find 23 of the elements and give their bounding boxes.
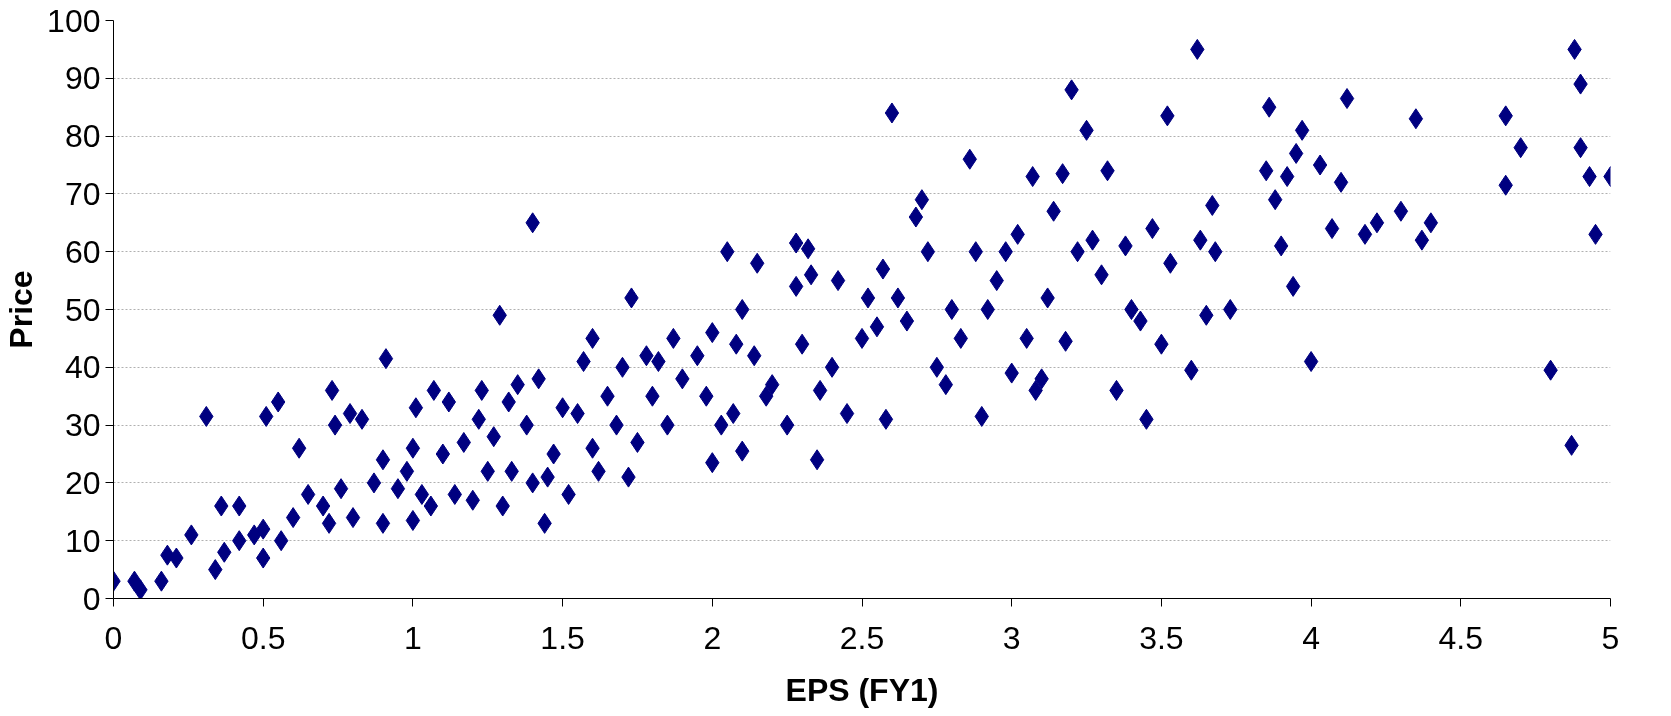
y-tick-label: 60: [64, 233, 101, 270]
x-tick-label: 1.5: [540, 619, 585, 656]
y-tick-label: 30: [64, 407, 101, 444]
y-tick-label: 90: [64, 60, 101, 97]
y-tick-label: 10: [64, 522, 101, 559]
x-tick-label: 2: [703, 619, 722, 656]
y-tick-label: 0: [82, 580, 101, 617]
y-tick-label: 100: [47, 2, 101, 39]
y-tick-label: 70: [64, 175, 101, 212]
x-tick-label: 3: [1002, 619, 1021, 656]
x-tick-label: 5: [1601, 619, 1620, 656]
x-tick-label: 4: [1302, 619, 1320, 656]
x-tick-label: 4.5: [1438, 619, 1484, 656]
x-tick-label: 3.5: [1139, 619, 1184, 656]
x-tick-label: 1: [404, 619, 422, 656]
y-tick-label: 40: [64, 349, 101, 386]
x-axis-title: EPS (FY1): [785, 671, 939, 708]
y-tick-label: 80: [64, 118, 101, 155]
y-tick-label: 50: [64, 291, 101, 328]
y-axis-title: Price: [3, 270, 40, 349]
y-tick-label: 20: [64, 464, 101, 501]
x-tick-label: 2.5: [839, 619, 885, 656]
x-tick-label: 0.5: [240, 619, 286, 656]
